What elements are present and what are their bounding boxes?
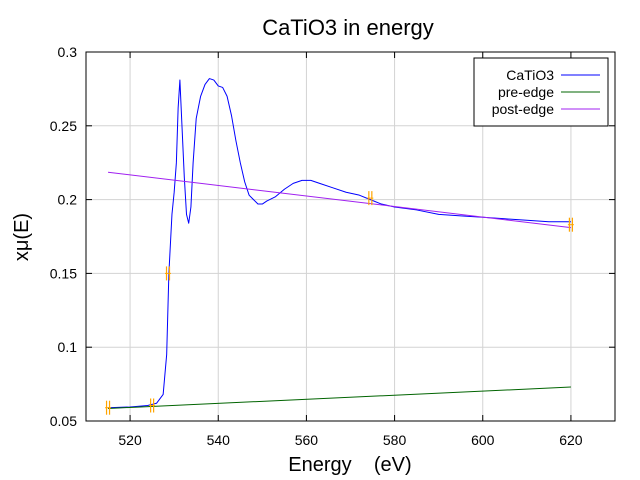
y-tick-label: 0.1 xyxy=(58,339,78,355)
legend-label: CaTiO3 xyxy=(506,67,554,83)
legend-box xyxy=(473,57,609,127)
legend-label: post-edge xyxy=(492,101,554,117)
marker-layer xyxy=(105,191,574,415)
y-tick-label: 0.05 xyxy=(50,413,77,429)
x-tick-label: 560 xyxy=(295,432,319,448)
x-tick-label: 540 xyxy=(207,432,231,448)
edge-marker xyxy=(164,266,171,281)
x-tick-label: 620 xyxy=(559,432,583,448)
edge-marker xyxy=(105,400,112,415)
x-axis-label: Energy (eV) xyxy=(288,454,411,476)
edge-marker xyxy=(367,191,374,206)
legend-label: pre-edge xyxy=(498,84,554,100)
y-tick-label: 0.2 xyxy=(58,192,78,208)
series-layer xyxy=(107,78,571,409)
y-tick-label: 0.25 xyxy=(50,118,77,134)
y-tick-label: 0.3 xyxy=(58,44,78,60)
series-line-pre-edge xyxy=(108,386,571,409)
edge-marker xyxy=(567,217,574,232)
x-tick-label: 600 xyxy=(471,432,495,448)
y-tick-label: 0.15 xyxy=(50,265,77,281)
chart-title: CaTiO3 in energy xyxy=(262,15,434,40)
edge-marker xyxy=(149,398,156,413)
series-line-catio3 xyxy=(108,78,571,409)
y-axis-label: xμ(E) xyxy=(11,213,33,261)
x-tick-label: 520 xyxy=(118,432,142,448)
plot-frame xyxy=(85,51,616,422)
series-line-post-edge xyxy=(107,171,571,229)
ticks: 520 540 560 580 600 620 0.05 0.1 0.15 0.2 0.25 0.3 xyxy=(50,44,615,448)
x-tick-label: 580 xyxy=(383,432,407,448)
